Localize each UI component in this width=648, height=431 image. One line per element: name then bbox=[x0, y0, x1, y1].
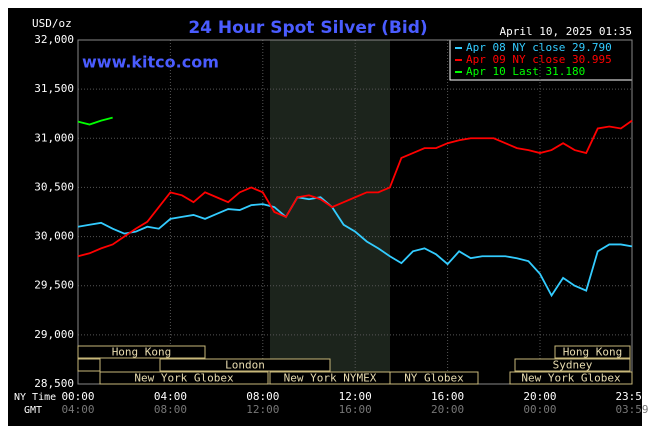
session-box bbox=[77, 358, 101, 372]
x2-tick-label: 00:00 bbox=[523, 403, 556, 416]
y-tick-label: 30,000 bbox=[34, 230, 74, 243]
y-tick-label: 29,500 bbox=[34, 279, 74, 292]
session-label: London bbox=[225, 359, 265, 372]
x2-tick-label: 12:00 bbox=[246, 403, 279, 416]
x-tick-label: 04:00 bbox=[154, 390, 187, 403]
series-line bbox=[77, 116, 113, 126]
x2-tick-label: 04:00 bbox=[61, 403, 94, 416]
session-box bbox=[509, 371, 633, 385]
y-tick-label: 32,000 bbox=[34, 33, 74, 46]
y-tick-label: 30,500 bbox=[34, 180, 74, 193]
x-tick-label: 12:00 bbox=[339, 390, 372, 403]
x2-tick-label: 16:00 bbox=[339, 403, 372, 416]
session-label: New York NYMEX bbox=[284, 372, 377, 385]
x2-tick-label: 20:00 bbox=[431, 403, 464, 416]
session-box bbox=[77, 345, 206, 359]
y-axis-label: USD/oz bbox=[32, 17, 72, 30]
y-tick-label: 31,000 bbox=[34, 131, 74, 144]
x2-tick-label: 08:00 bbox=[154, 403, 187, 416]
timestamp: April 10, 2025 01:35 bbox=[500, 25, 632, 38]
x-axis-label: NY Time bbox=[14, 392, 56, 403]
chart-title: 24 Hour Spot Silver (Bid) bbox=[188, 18, 427, 38]
session-label: Hong Kong bbox=[563, 346, 623, 359]
series-line bbox=[77, 119, 633, 258]
legend-label: Apr 10 Last 31.180 bbox=[466, 65, 585, 78]
session-box bbox=[389, 371, 479, 385]
x2-axis-label: GMT bbox=[24, 405, 42, 416]
session-box bbox=[554, 345, 631, 359]
session-label: New York Globex bbox=[134, 372, 234, 385]
session-box bbox=[99, 371, 269, 385]
session-label: New York Globex bbox=[521, 372, 621, 385]
y-tick-label: 28,500 bbox=[34, 377, 74, 390]
y-tick-label: 31,500 bbox=[34, 82, 74, 95]
x-tick-label: 23:59 bbox=[615, 390, 648, 403]
x-tick-label: 20:00 bbox=[523, 390, 556, 403]
session-label: NY Globex bbox=[404, 372, 464, 385]
session-label: Hong Kong bbox=[112, 346, 172, 359]
legend-label: Apr 09 NY close 30.995 bbox=[466, 53, 612, 66]
x-tick-label: 00:00 bbox=[61, 390, 94, 403]
nymex-shade bbox=[270, 40, 390, 384]
x-tick-label: 08:00 bbox=[246, 390, 279, 403]
x-tick-label: 16:00 bbox=[431, 390, 464, 403]
legend-label: Apr 08 NY close 29.790 bbox=[466, 41, 612, 54]
x2-tick-label: 03:59 bbox=[615, 403, 648, 416]
watermark: www.kitco.com bbox=[82, 53, 219, 72]
session-box bbox=[159, 358, 331, 372]
legend-box bbox=[449, 39, 633, 81]
session-label: Sydney bbox=[553, 359, 593, 372]
y-tick-label: 29,000 bbox=[34, 328, 74, 341]
series-line bbox=[77, 196, 633, 298]
session-box bbox=[514, 358, 631, 372]
